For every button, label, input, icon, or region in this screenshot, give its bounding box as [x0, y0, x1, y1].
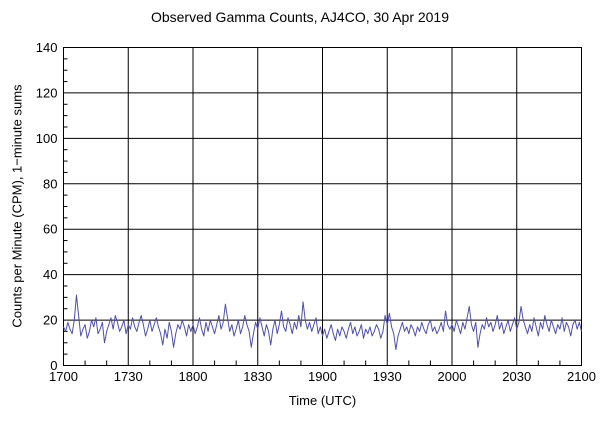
- data-series-line: [63, 294, 582, 351]
- plot-border: [63, 47, 582, 366]
- x-tick-label: 2030: [502, 369, 531, 384]
- x-tick-label: 1930: [373, 369, 402, 384]
- y-tick-label: 120: [36, 85, 58, 100]
- x-tick-label: 1830: [243, 369, 272, 384]
- y-tick-label: 140: [36, 40, 58, 55]
- y-tick-label: 40: [43, 267, 57, 282]
- x-tick-label: 2100: [567, 369, 596, 384]
- y-tick-label: 100: [36, 131, 58, 146]
- y-tick-label: 80: [43, 176, 57, 191]
- x-tick-label: 1700: [49, 369, 78, 384]
- x-tick-label: 1900: [308, 369, 337, 384]
- y-tick-label: 0: [50, 358, 57, 373]
- x-tick-label: 1800: [179, 369, 208, 384]
- x-axis-label: Time (UTC): [288, 393, 357, 408]
- x-tick-label: 2000: [438, 369, 467, 384]
- x-tick-label: 1730: [114, 369, 143, 384]
- y-tick-label: 60: [43, 222, 57, 237]
- chart-title: Observed Gamma Counts, AJ4CO, 30 Apr 201…: [150, 9, 450, 25]
- y-tick-label: 20: [43, 313, 57, 328]
